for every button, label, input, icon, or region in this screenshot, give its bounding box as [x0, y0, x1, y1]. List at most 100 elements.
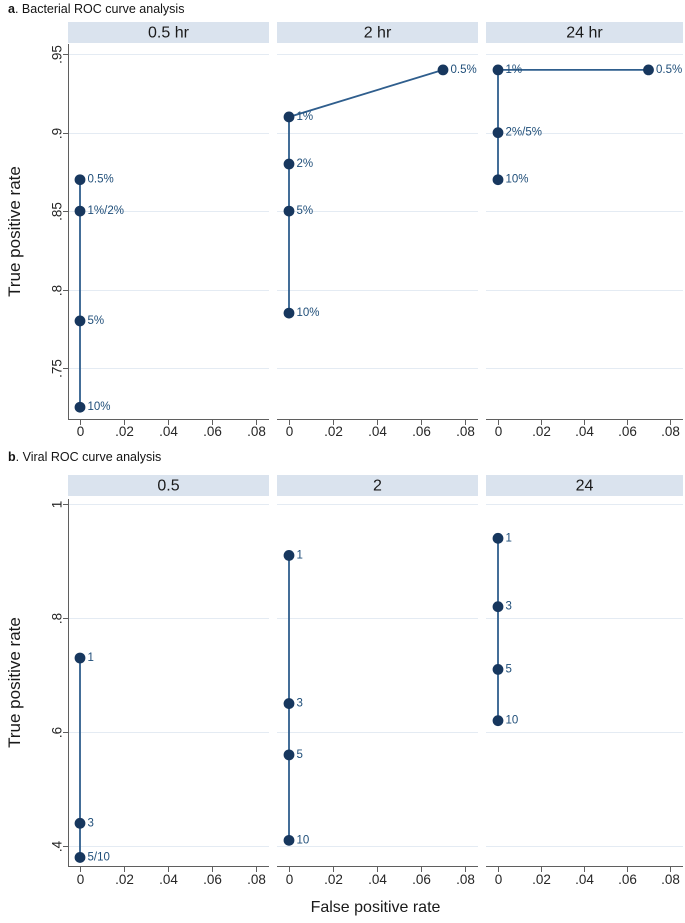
chart-a-title-prefix: a [8, 2, 15, 16]
y-axis-title: True positive rate [5, 617, 24, 748]
x-tick-label: 0 [77, 424, 85, 439]
chart-b-title-prefix: b [8, 450, 16, 464]
data-point [74, 315, 86, 327]
panel-header [277, 475, 478, 496]
data-point [283, 834, 295, 846]
x-tick-label: .02 [532, 424, 551, 439]
data-point [492, 127, 504, 139]
point-label: 10% [506, 174, 529, 186]
point-label: 0.5% [656, 64, 682, 76]
x-tick-label: .06 [618, 872, 637, 887]
x-tick-label: .06 [618, 424, 637, 439]
y-tick-label: .8 [50, 285, 65, 296]
point-label: 1% [506, 64, 523, 76]
panel-header [277, 22, 478, 43]
data-point [643, 64, 654, 76]
panel-header [486, 475, 683, 496]
point-label: 10% [88, 401, 111, 413]
point-label: 5 [297, 749, 303, 761]
x-axis-title: False positive rate [311, 899, 441, 916]
y-tick-label: 1 [50, 501, 65, 509]
data-point [74, 652, 86, 664]
panel-header [68, 22, 269, 43]
point-label: 1% [297, 111, 314, 123]
x-tick-label: .06 [412, 872, 431, 887]
data-point [74, 852, 86, 863]
panel-header-label: 0.5 hr [148, 25, 190, 42]
x-tick-label: .02 [115, 424, 134, 439]
chart-a-title: a. Bacterial ROC curve analysis [8, 2, 184, 16]
x-tick-label: .06 [203, 424, 222, 439]
data-point [283, 307, 295, 319]
data-point [74, 205, 86, 217]
data-point [283, 111, 295, 123]
x-tick-label: .04 [159, 424, 178, 439]
data-point [283, 550, 295, 561]
point-label: 3 [88, 817, 94, 829]
data-point [283, 205, 295, 217]
x-tick-label: .06 [412, 424, 431, 439]
x-tick-label: .06 [203, 872, 222, 887]
x-tick-label: .08 [661, 424, 680, 439]
chart-a-title-rest: . Bacterial ROC curve analysis [14, 2, 185, 16]
data-point [492, 532, 504, 544]
data-point [492, 174, 504, 186]
chart-b-title: b. Viral ROC curve analysis [8, 450, 161, 464]
data-point [74, 817, 86, 829]
y-tick-label: .6 [50, 727, 65, 738]
point-label: 0.5% [88, 174, 114, 186]
roc-series-line [288, 69, 444, 314]
panel-header [486, 22, 683, 43]
y-tick-label: .85 [50, 202, 65, 221]
x-tick-label: 0 [286, 872, 294, 887]
x-tick-label: 0 [495, 872, 503, 887]
point-label: 10 [506, 715, 519, 727]
x-tick-label: .02 [532, 872, 551, 887]
x-tick-label: .08 [247, 872, 266, 887]
data-point [283, 158, 295, 170]
x-tick-label: 0 [495, 424, 503, 439]
y-tick-label: .4 [50, 840, 65, 852]
data-point [74, 174, 86, 186]
x-tick-label: .02 [115, 872, 134, 887]
viral-roc-chart: 0.5 0 .02 .04 .06 .08 .4 .6 .8 1 1 3 5/10 2 0 .02 .04 .06… [5, 475, 683, 916]
point-label: 5% [297, 205, 314, 217]
point-label: 1 [506, 532, 512, 544]
data-point [492, 64, 504, 76]
point-label: 10 [297, 834, 310, 846]
data-point [283, 749, 295, 761]
x-tick-label: .08 [247, 424, 266, 439]
panel-header-label: 0.5 [157, 478, 179, 495]
data-point [492, 601, 504, 613]
point-label: 3 [506, 601, 512, 613]
data-point [437, 64, 449, 76]
panel-header-label: 24 [576, 478, 594, 495]
x-tick-label: .04 [575, 872, 594, 887]
point-label: 5/10 [88, 851, 110, 863]
bacterial-roc-chart: 0.5 hr 0 .02 .04 .06 .08 .75 .8 .85 .9 .95 0.5% 1%/2… [5, 22, 683, 439]
point-label: 1 [297, 549, 303, 561]
y-tick-label: .9 [50, 128, 65, 139]
point-label: 2% [297, 158, 314, 170]
panel-header-label: 2 hr [364, 25, 392, 42]
point-label: 3 [297, 698, 303, 710]
point-label: 5 [506, 663, 512, 675]
x-tick-label: .04 [159, 872, 178, 887]
roc-series-line [497, 68, 649, 180]
y-axis-title: True positive rate [5, 166, 24, 297]
point-label: 5% [88, 315, 105, 327]
x-tick-label: 0 [77, 872, 85, 887]
y-tick-label: .8 [50, 613, 65, 624]
y-tick-label: .95 [50, 45, 65, 64]
point-label: 1%/2% [88, 205, 124, 217]
chart-b-title-rest: . Viral ROC curve analysis [15, 450, 162, 464]
x-tick-label: .08 [661, 872, 680, 887]
x-tick-label: .04 [368, 424, 387, 439]
x-tick-label: .08 [456, 872, 475, 887]
x-tick-label: .04 [575, 424, 594, 439]
data-point [492, 663, 504, 675]
point-label: 2%/5% [506, 127, 542, 139]
x-tick-label: .02 [324, 424, 343, 439]
panel-header-label: 2 [373, 478, 382, 495]
point-label: 10% [297, 307, 320, 319]
